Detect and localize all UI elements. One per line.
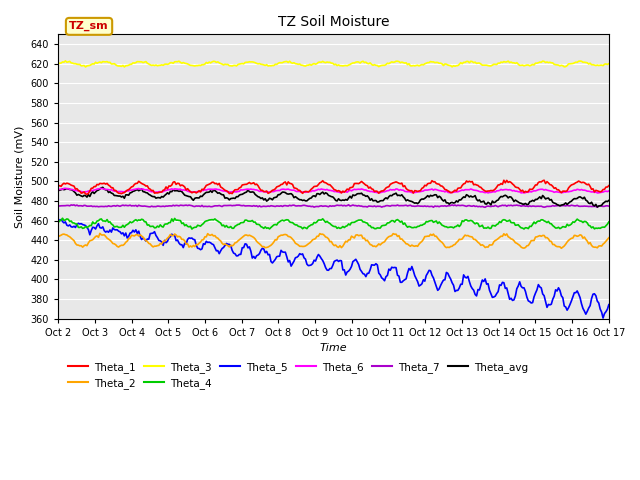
Theta_5 [73,222,81,228]
Theta_7 [481,204,489,210]
Theta_5 [599,315,607,321]
Theta_6 [61,185,69,191]
Theta_6 [92,187,99,192]
Line: Theta_6: Theta_6 [58,188,609,193]
Theta_2 [605,235,612,240]
Theta_3 [604,61,611,67]
Theta_2 [557,245,565,251]
Theta_3 [54,61,62,67]
Theta_4 [605,219,612,225]
Theta_1 [604,184,611,190]
Theta_avg [90,191,98,196]
Theta_5 [54,216,62,222]
Theta_1 [54,183,62,189]
Theta_7 [54,203,62,208]
Theta_7 [605,203,612,209]
Theta_3 [450,63,458,69]
Theta_2 [604,237,611,242]
Y-axis label: Soil Moisture (mV): Soil Moisture (mV) [15,125,25,228]
Theta_7 [345,202,353,208]
Theta_avg [339,197,347,203]
Theta_5 [447,276,454,282]
Theta_6 [532,188,540,194]
Theta_avg [593,204,601,210]
Theta_1 [83,192,91,197]
Theta_avg [54,188,62,193]
Theta_7 [90,204,98,209]
Theta_2 [448,243,456,249]
Theta_3 [61,58,69,64]
Theta_2 [339,243,347,249]
Theta_3 [605,61,612,67]
Theta_4 [54,219,62,225]
Theta_1 [540,177,548,183]
Theta_avg [530,198,538,204]
Theta_4 [92,220,99,226]
Theta_7 [73,202,81,208]
Theta_6 [54,187,62,192]
Theta_4 [532,221,540,227]
Theta_4 [74,225,82,230]
Theta_3 [532,60,540,66]
Theta_2 [96,230,104,236]
Line: Theta_3: Theta_3 [58,61,609,67]
X-axis label: Time: Time [320,343,348,353]
Theta_4 [450,225,458,231]
Theta_avg [604,199,611,204]
Theta_avg [99,184,107,190]
Theta_1 [605,183,612,189]
Legend: Theta_1, Theta_2, Theta_3, Theta_4, Theta_5, Theta_6, Theta_7, Theta_avg: Theta_1, Theta_2, Theta_3, Theta_4, Thet… [63,358,532,393]
Theta_5 [602,309,610,314]
Title: TZ Soil Moisture: TZ Soil Moisture [278,15,389,29]
Theta_1 [339,188,347,194]
Theta_7 [532,204,540,209]
Theta_3 [82,64,90,70]
Theta_2 [54,233,62,239]
Line: Theta_1: Theta_1 [58,180,609,194]
Theta_2 [73,242,81,248]
Theta_2 [530,238,538,243]
Theta_4 [188,226,196,232]
Line: Theta_7: Theta_7 [58,205,609,207]
Theta_6 [604,189,611,194]
Theta_7 [337,203,345,208]
Line: Theta_2: Theta_2 [58,233,609,248]
Theta_5 [337,258,345,264]
Theta_6 [605,188,612,194]
Theta_5 [90,225,98,230]
Theta_6 [74,188,82,194]
Theta_4 [340,225,348,230]
Theta_3 [74,61,82,67]
Theta_3 [93,60,101,66]
Line: Theta_5: Theta_5 [58,219,609,318]
Theta_6 [517,190,525,196]
Theta_6 [339,189,347,195]
Theta_7 [448,202,456,208]
Theta_2 [90,235,98,241]
Line: Theta_4: Theta_4 [58,218,609,229]
Theta_5 [605,302,612,308]
Theta_avg [448,200,456,205]
Theta_1 [92,184,99,190]
Theta_1 [530,184,538,190]
Line: Theta_avg: Theta_avg [58,187,609,207]
Theta_7 [604,203,611,209]
Theta_avg [73,192,81,198]
Theta_avg [605,198,612,204]
Theta_5 [529,300,536,305]
Theta_4 [59,216,67,221]
Text: TZ_sm: TZ_sm [69,21,109,32]
Theta_6 [448,190,456,195]
Theta_3 [340,63,348,69]
Theta_1 [73,186,81,192]
Theta_4 [604,221,611,227]
Theta_1 [448,190,456,195]
